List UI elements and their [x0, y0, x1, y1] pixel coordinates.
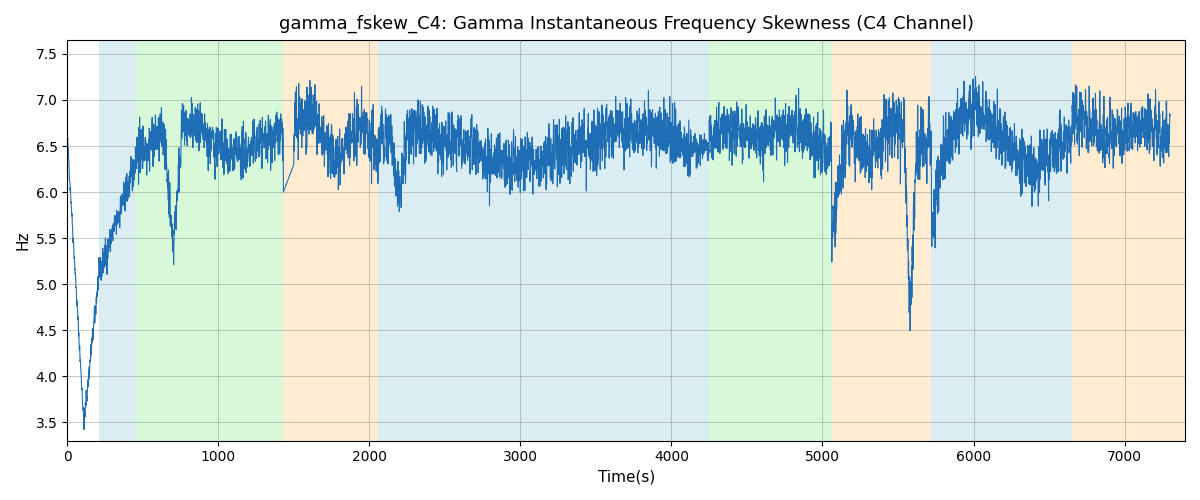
Bar [283, 40, 378, 440]
Bar [136, 40, 283, 440]
Y-axis label: Hz: Hz [16, 230, 30, 250]
Bar [378, 40, 691, 440]
Title: gamma_fskew_C4: Gamma Instantaneous Frequency Skewness (C4 Channel): gamma_fskew_C4: Gamma Instantaneous Freq… [278, 15, 973, 34]
Bar [931, 40, 1072, 440]
Bar [709, 40, 832, 440]
Bar [1072, 40, 1186, 440]
X-axis label: Time(s): Time(s) [598, 470, 655, 485]
Bar [691, 40, 709, 440]
Bar [98, 40, 136, 440]
Bar [832, 40, 931, 440]
